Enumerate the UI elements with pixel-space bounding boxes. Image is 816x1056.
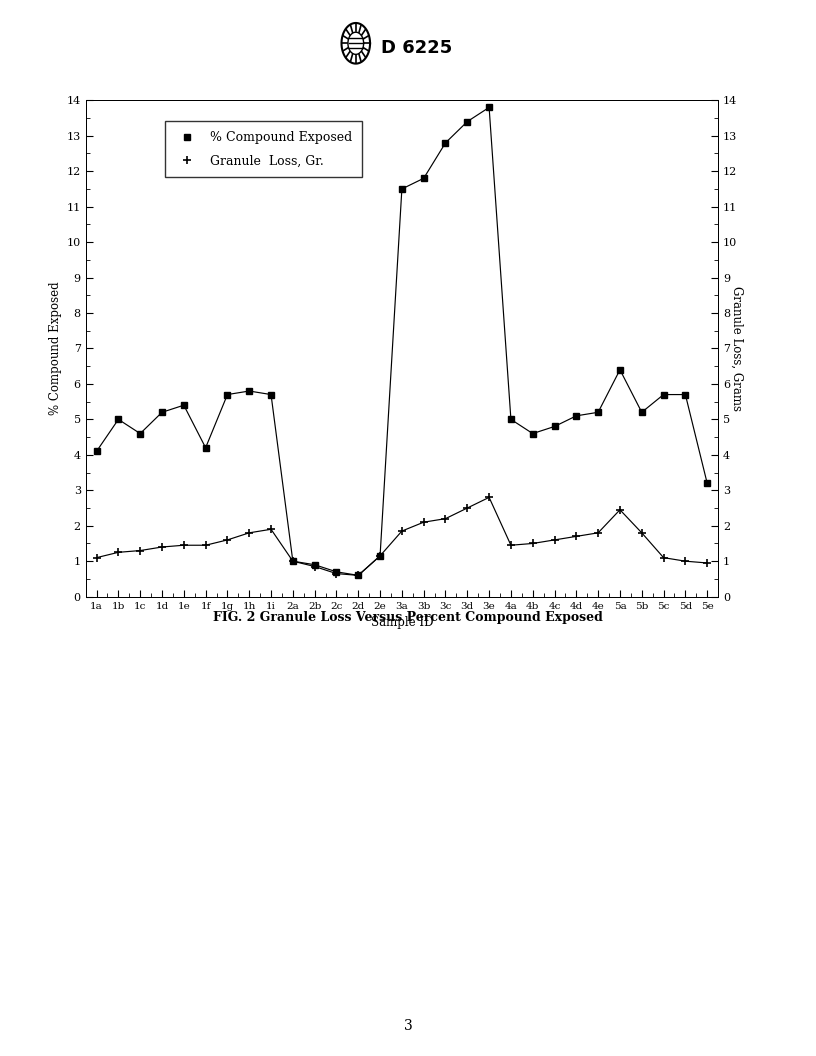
Text: FIG. 2 Granule Loss Versus Percent Compound Exposed: FIG. 2 Granule Loss Versus Percent Compo… [213, 611, 603, 624]
Text: D 6225: D 6225 [381, 38, 452, 57]
Y-axis label: Granule Loss, Grams: Granule Loss, Grams [730, 286, 743, 411]
Legend: % Compound Exposed, Granule  Loss, Gr.: % Compound Exposed, Granule Loss, Gr. [165, 121, 362, 177]
Text: 3: 3 [404, 1019, 412, 1034]
Y-axis label: % Compound Exposed: % Compound Exposed [50, 282, 62, 415]
X-axis label: Sample ID: Sample ID [370, 616, 433, 629]
